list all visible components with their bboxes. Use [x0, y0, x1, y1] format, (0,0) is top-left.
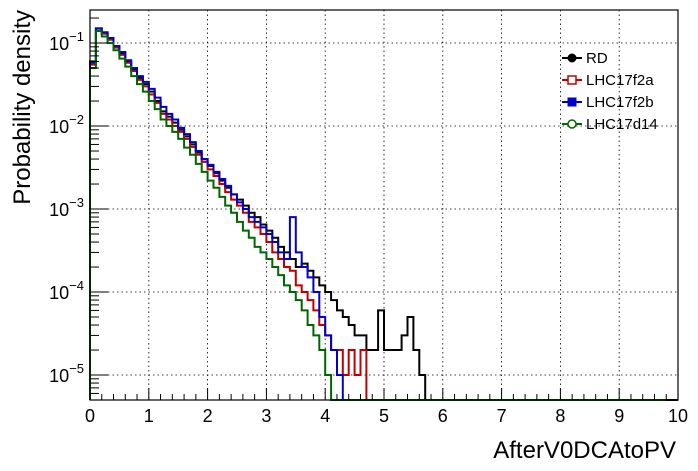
x-tick-label: 0 [85, 406, 95, 426]
legend-marker [567, 119, 577, 129]
x-tick-label: 10 [668, 406, 688, 426]
x-tick-label: 7 [497, 406, 507, 426]
legend-label: LHC17d14 [586, 116, 658, 133]
x-tick-label: 5 [379, 406, 389, 426]
legend-label: LHC17f2a [586, 72, 654, 89]
axes [89, 9, 679, 401]
legend-marker [567, 97, 577, 107]
legend-marker [567, 75, 577, 85]
legend-entry: LHC17d14 [562, 116, 658, 133]
y-tick-label: 10−2 [49, 112, 84, 137]
x-axis-label: AfterV0DCAtoPV [493, 437, 676, 464]
x-tick-label: 6 [438, 406, 448, 426]
x-tick-label: 3 [261, 406, 271, 426]
legend-entry: LHC17f2b [562, 94, 654, 111]
y-tick-label: 10−4 [49, 278, 84, 303]
legend-label: LHC17f2b [586, 94, 654, 111]
y-tick-label: 10−1 [49, 29, 84, 54]
legend-entry: RD [562, 50, 608, 67]
y-axis-label: Probability density [9, 10, 36, 205]
legend-label: RD [586, 50, 608, 67]
x-tick-label: 1 [144, 406, 154, 426]
y-tick-label: 10−3 [49, 195, 84, 220]
tick-labels: 0 1 2 3 4 5 6 7 8 9 10 10−1 10−2 10−3 10−4 10−5 [49, 29, 688, 426]
plot-frame [89, 9, 679, 401]
x-tick-label: 8 [555, 406, 565, 426]
legend: RD LHC17f2a LHC17f2b LHC17d14 [562, 50, 658, 133]
y-tick-label: 10−5 [49, 361, 84, 386]
legend-entry: LHC17f2a [562, 72, 654, 89]
x-tick-label: 9 [614, 406, 624, 426]
legend-marker [567, 53, 577, 63]
x-tick-label: 4 [320, 406, 330, 426]
x-tick-label: 2 [203, 406, 213, 426]
